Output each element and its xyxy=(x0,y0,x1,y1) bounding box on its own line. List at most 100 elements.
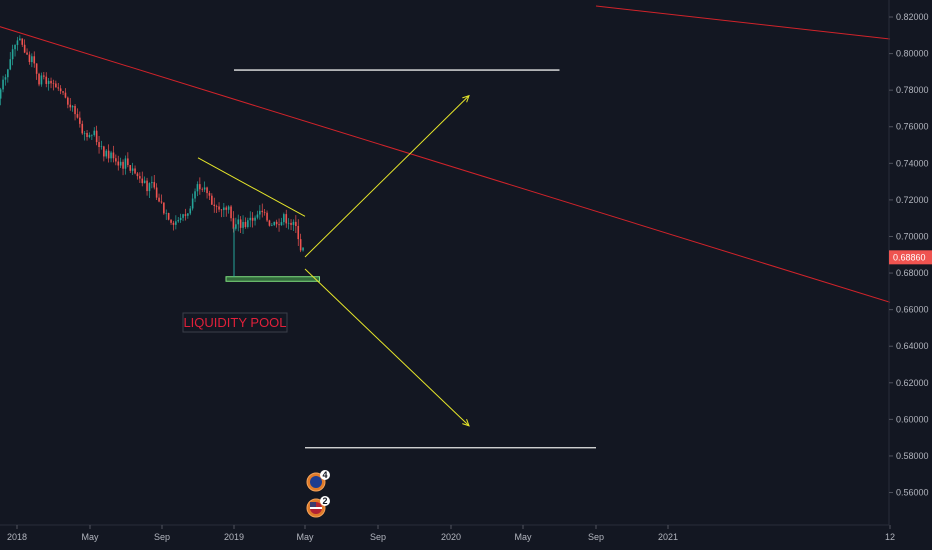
candle-body xyxy=(194,191,196,199)
candle-body xyxy=(206,187,208,194)
candle-body xyxy=(103,146,105,157)
candle-body xyxy=(93,130,96,135)
y-tick-label: 0.62000 xyxy=(896,378,929,388)
candle-body xyxy=(172,222,175,225)
triangle-resistance-line[interactable] xyxy=(197,157,306,217)
liquidity-pool-label[interactable]: LIQUIDITY POOL xyxy=(182,312,288,333)
candle-body xyxy=(256,214,259,218)
long-red-trendline[interactable] xyxy=(0,21,891,303)
upper-red-trendline[interactable] xyxy=(595,5,891,40)
candle-body xyxy=(153,182,156,188)
liquidity-pool-zone[interactable] xyxy=(225,276,320,282)
candle-body xyxy=(199,184,201,190)
candle-body xyxy=(105,150,108,157)
candle-body xyxy=(110,152,112,159)
candle-body xyxy=(7,69,9,78)
candle-body xyxy=(71,105,74,108)
candle-body xyxy=(160,201,163,203)
candle-body xyxy=(155,187,158,198)
candle-body xyxy=(95,130,98,143)
au-flag-event-icon[interactable]: 4 xyxy=(306,470,330,492)
candle-body xyxy=(88,135,91,137)
candle-body xyxy=(26,52,28,55)
drawing-tools xyxy=(0,5,891,449)
candle-body xyxy=(117,161,120,166)
candle-body xyxy=(55,83,57,88)
candle-body xyxy=(38,73,40,85)
candle-body xyxy=(33,56,36,64)
x-tick-label: Sep xyxy=(588,532,604,542)
x-tick-label: May xyxy=(81,532,99,542)
candle-body xyxy=(268,220,271,226)
candle-body xyxy=(251,217,254,221)
candle-body xyxy=(215,206,218,207)
candle-body xyxy=(28,54,31,63)
candle-body xyxy=(239,219,242,228)
candle-body xyxy=(2,79,4,90)
candle-body xyxy=(62,91,64,93)
candle-body xyxy=(191,198,194,209)
price-axis[interactable]: 0.82000 0.80000 0.78000 0.76000 0.74000 0.720… xyxy=(888,0,932,525)
candle-body xyxy=(201,189,204,190)
y-tick-label: 0.74000 xyxy=(896,158,929,168)
candle-body xyxy=(232,218,235,229)
candle-body xyxy=(79,117,81,124)
candle-body xyxy=(273,221,276,226)
x-tick-label: 2019 xyxy=(224,532,244,542)
candle-body xyxy=(187,213,189,216)
candle-body xyxy=(259,210,261,215)
candle-body xyxy=(83,132,86,134)
us-flag-event-icon[interactable]: 2 xyxy=(306,496,330,518)
candle-body xyxy=(127,158,129,166)
candle-body xyxy=(136,173,139,177)
y-tick-label: 0.80000 xyxy=(896,49,929,59)
y-tick-label: 0.70000 xyxy=(896,231,929,241)
candle-body xyxy=(148,183,151,192)
candle-body xyxy=(211,195,213,205)
candle-body xyxy=(91,134,93,136)
candle-body xyxy=(143,180,146,184)
candle-body xyxy=(244,221,247,227)
arrow-head-icon xyxy=(462,419,470,427)
candle-body xyxy=(242,221,244,228)
candle-body xyxy=(230,206,232,219)
candle-body xyxy=(266,212,268,221)
candle-body xyxy=(59,88,62,92)
candle-body xyxy=(100,146,103,148)
current-price-value: 0.68860 xyxy=(893,252,926,262)
candle-body xyxy=(297,225,300,240)
candle-body xyxy=(107,150,110,159)
candle-body xyxy=(21,38,24,45)
bearish-projection-arrow[interactable] xyxy=(304,268,470,427)
candle-body xyxy=(50,80,52,84)
time-axis[interactable]: 2018 May Sep 2019 May Sep 2020 May Sep 2021 12 xyxy=(0,524,895,542)
candle-body xyxy=(115,158,117,162)
candle-body xyxy=(283,214,285,223)
candle-body xyxy=(146,180,148,192)
bullish-projection-arrow[interactable] xyxy=(304,95,470,258)
arrow-head-icon xyxy=(462,94,470,103)
candle-body xyxy=(237,219,240,225)
candle-body xyxy=(249,217,252,221)
candle-body xyxy=(19,38,21,41)
candle-body xyxy=(67,97,69,105)
candle-body xyxy=(275,221,278,225)
candle-body xyxy=(280,222,283,226)
candle-body xyxy=(47,80,50,84)
candle-body xyxy=(119,161,122,166)
candle-body xyxy=(261,210,264,213)
y-tick-label: 0.56000 xyxy=(896,488,929,498)
candle-body xyxy=(184,214,187,216)
candle-body xyxy=(302,247,304,251)
current-price-tag: 0.68860 xyxy=(889,250,932,265)
candle-body xyxy=(213,204,216,207)
candle-body xyxy=(45,76,48,84)
candle-body xyxy=(220,209,223,211)
candle-body xyxy=(295,221,297,226)
candle-body xyxy=(278,224,280,226)
candle-body xyxy=(208,193,211,196)
candle-body xyxy=(287,222,290,224)
candle-body xyxy=(225,207,228,210)
x-tick-label: 12 xyxy=(885,532,895,542)
